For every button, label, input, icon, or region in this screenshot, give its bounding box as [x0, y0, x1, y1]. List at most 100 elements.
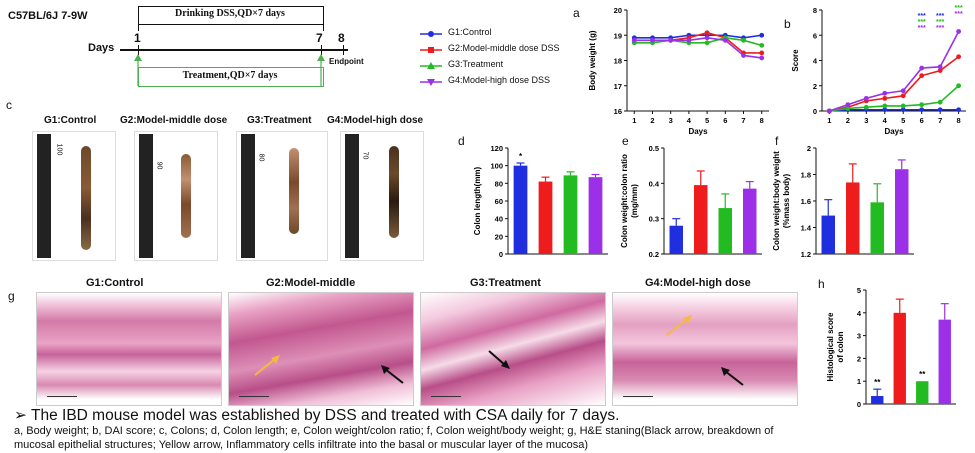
- a-ytick-label-0: 16: [614, 107, 622, 116]
- b-series-line-3: [829, 31, 960, 112]
- b-point-1-4: [900, 93, 906, 99]
- legend-label-g1: G1:Control: [448, 27, 492, 37]
- b-point-1-6: [937, 68, 943, 73]
- h-ytick-label-4: 4: [857, 309, 862, 318]
- day-7-label: 7: [316, 31, 323, 45]
- h-ylabel-0: Histological score: [826, 312, 835, 381]
- panel-letter-f: f: [775, 134, 779, 148]
- a-xtick-label-0: 1: [632, 116, 636, 125]
- ruler-number-g4: 70: [361, 151, 369, 160]
- b-point-0-3: [882, 107, 888, 113]
- histology-image-g1: [36, 292, 222, 406]
- panel-letter-d: d: [458, 134, 465, 148]
- caption-line-1: a, Body weight; b, DAI score; c, Colons;…: [14, 425, 774, 437]
- black-arrow-g4: [721, 367, 744, 386]
- caption-headline: ➢ The IBD mouse model was established by…: [14, 407, 620, 424]
- b-series-line-2: [829, 85, 960, 112]
- b-sig-6-0: ***: [936, 13, 944, 20]
- b-series-line-1: [829, 56, 960, 112]
- colon-photo-g3: 80: [236, 131, 328, 261]
- d-annotation-0: *: [519, 152, 523, 161]
- histology-image-g3: [420, 292, 606, 406]
- colon-g2: [181, 154, 191, 238]
- e-bar-0: [669, 225, 683, 254]
- yellow-arrow-g4: [666, 315, 692, 336]
- b-point-0-7: [956, 107, 962, 113]
- f-bar-0: [821, 215, 835, 254]
- a-point-3-7: [759, 55, 765, 61]
- b-point-1-7: [956, 54, 962, 60]
- strain-label: C57BL/6J 7-9W: [8, 10, 88, 22]
- b-xtick-label-6: 7: [938, 116, 942, 125]
- day-8-tick: [343, 45, 344, 55]
- legend-label-g2: G2:Model-middle dose DSS: [448, 43, 560, 53]
- colon-g1: [81, 146, 91, 250]
- chart-histological-score: 0 1 2 3 4 5 Histological score of colon ** **: [826, 286, 956, 409]
- panel-letter-e: e: [622, 134, 629, 148]
- a-xtick-label-3: 4: [687, 116, 692, 125]
- b-sig-6-2: ***: [936, 25, 944, 32]
- histology-title-g2: G2:Model-middle: [266, 277, 356, 289]
- day-8-label: 8: [338, 31, 345, 45]
- b-sig-5-2: ***: [918, 25, 926, 32]
- a-xlabel: Days: [688, 127, 708, 136]
- b-xtick-label-3: 4: [883, 116, 888, 125]
- b-ytick-label-2: 4: [813, 57, 818, 66]
- b-point-0-5: [919, 107, 925, 113]
- histology-image-g4: [612, 292, 798, 406]
- f-ylabel-0: Colon weight:body weight: [772, 151, 781, 251]
- b-point-3-6: [937, 64, 943, 70]
- b-ytick-label-0: 0: [813, 107, 817, 116]
- b-sig-7-1: ***: [955, 5, 963, 12]
- legend-label-g4: G4:Model-high dose DSS: [448, 75, 551, 85]
- a-point-3-6: [741, 53, 746, 58]
- f-ytick-label-3: 1.8: [801, 171, 811, 180]
- a-ytick-label-3: 19: [614, 31, 622, 40]
- colon-g4: [389, 146, 399, 238]
- d-ytick-label-0: 0: [499, 250, 503, 259]
- drinking-bracket: [138, 23, 324, 31]
- legend: G1:Control G2:Model-middle dose DSS G3:T…: [420, 27, 570, 91]
- scale-bar-g4: [623, 396, 653, 397]
- a-ytick-label-2: 18: [614, 57, 622, 66]
- legend-marker-g4: [420, 79, 442, 86]
- day-7-tick: [321, 45, 322, 55]
- a-point-3-4: [704, 35, 710, 41]
- ruler-g1: [37, 134, 51, 258]
- b-point-0-6: [937, 107, 943, 113]
- treatment-box: [138, 67, 324, 87]
- a-ytick-label-4: 20: [614, 6, 622, 15]
- caption-line-2: mucosal epithelial structures; Yellow ar…: [14, 439, 589, 451]
- a-point-2-4: [704, 40, 710, 46]
- b-point-2-5: [919, 102, 925, 108]
- e-ylabel-0: Colon weight:colon ratio: [620, 154, 629, 248]
- histology-title-g1: G1:Control: [86, 277, 144, 289]
- f-ytick-label-2: 1.6: [801, 197, 811, 206]
- b-point-1-5: [919, 73, 925, 79]
- ruler-g3: [241, 134, 255, 258]
- b-point-3-3: [882, 90, 888, 96]
- colon-photo-g1: 100: [32, 131, 116, 261]
- e-ylabel-1: (mg/mm): [630, 184, 639, 218]
- a-point-3-0: [631, 37, 637, 43]
- b-point-3-2: [863, 95, 869, 101]
- a-point-3-3: [686, 37, 692, 43]
- scale-bar-g1: [47, 396, 77, 397]
- a-xtick-label-7: 8: [760, 116, 764, 125]
- b-ytick-label-3: 6: [813, 31, 817, 40]
- drinking-label: Drinking DSS,QD×7 days: [175, 8, 285, 19]
- a-ylabel-0: Body weight (g): [588, 30, 597, 90]
- h-bar-3: [938, 319, 951, 404]
- d-ytick-label-5: 100: [490, 162, 503, 171]
- chart-colon-weight-ratio: 0.2 0.3 0.4 0.5 Colon weight:colon ratio (mg/…: [620, 144, 762, 259]
- b-xtick-label-0: 1: [827, 116, 831, 125]
- f-bar-1: [846, 182, 860, 254]
- b-xtick-label-1: 2: [846, 116, 850, 125]
- black-arrow-g3: [488, 350, 510, 369]
- a-xtick-label-5: 6: [723, 116, 727, 125]
- b-sig-7-0: ***: [955, 2, 963, 6]
- d-ytick-label-1: 20: [495, 232, 503, 241]
- legend-marker-g3: [420, 62, 442, 69]
- colon-title-g1: G1:Control: [44, 115, 97, 126]
